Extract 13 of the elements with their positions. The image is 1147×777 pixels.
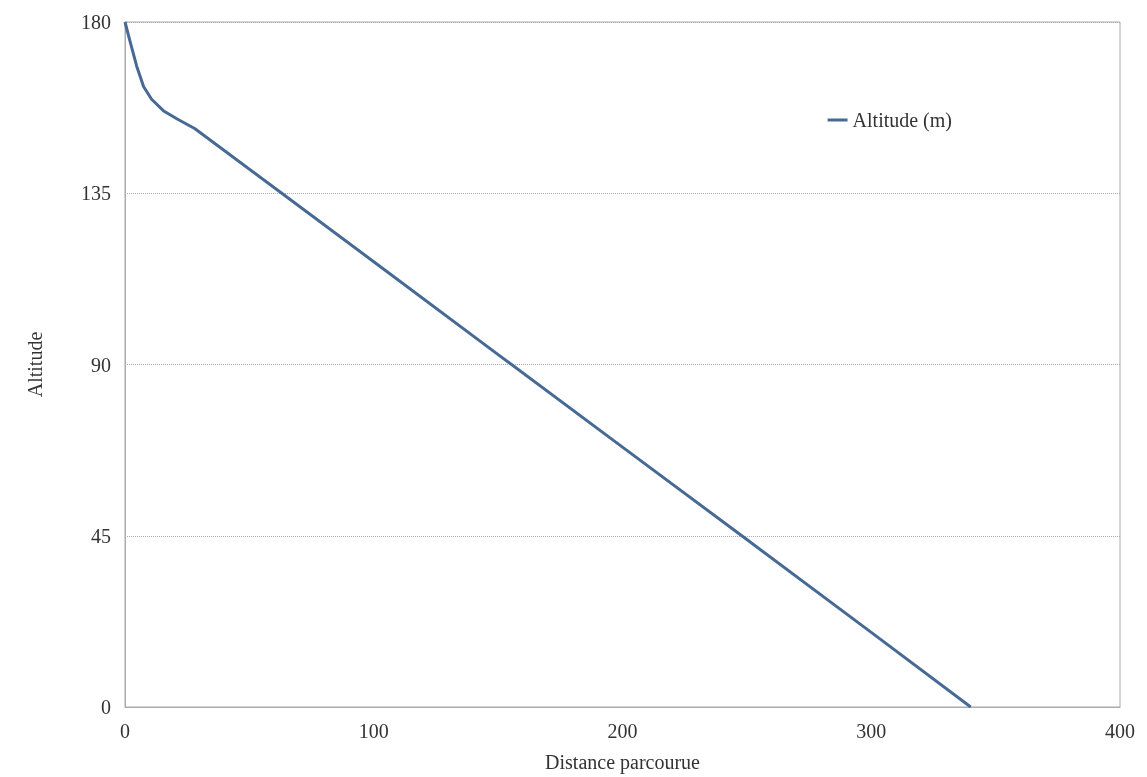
- y-tick-label: 0: [101, 696, 111, 718]
- x-axis-title: Distance parcourue: [545, 751, 701, 774]
- x-tick-label: 300: [856, 720, 887, 742]
- x-tick-label: 100: [358, 720, 389, 742]
- y-tick-label: 180: [81, 11, 111, 33]
- x-tick-label: 400: [1105, 720, 1135, 742]
- y-axis-title: Altitude: [24, 331, 46, 398]
- y-tick-label: 45: [91, 524, 111, 547]
- legend-label: Altitude (m): [852, 109, 953, 132]
- y-tick-label: 90: [91, 353, 111, 376]
- y-tick-label: 135: [81, 182, 111, 205]
- x-tick-label: 200: [607, 720, 638, 742]
- x-tick-label: 0: [120, 720, 130, 742]
